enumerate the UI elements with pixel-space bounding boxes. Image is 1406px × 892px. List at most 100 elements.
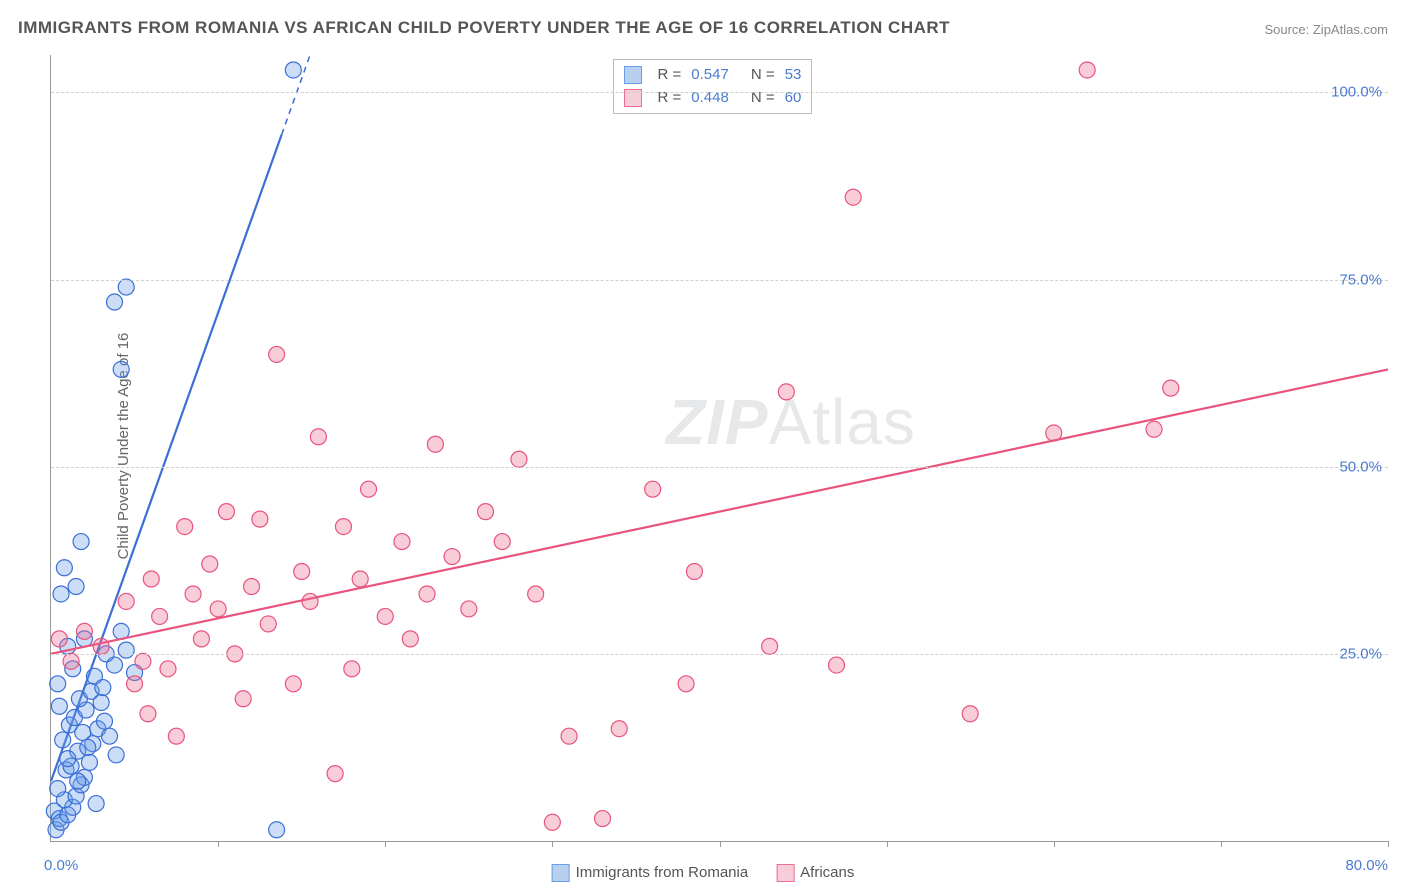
x-tick [552,841,553,847]
scatter-point-africans [143,571,159,587]
scatter-point-romania [73,534,89,550]
scatter-point-africans [828,657,844,673]
scatter-point-africans [218,504,234,520]
scatter-point-africans [76,623,92,639]
scatter-point-africans [294,564,310,580]
scatter-point-africans [260,616,276,632]
scatter-point-africans [310,429,326,445]
x-tick [1388,841,1389,847]
series-legend: Immigrants from RomaniaAfricans [552,864,855,882]
trend-line-africans [51,369,1388,653]
scatter-point-africans [678,676,694,692]
scatter-point-africans [344,661,360,677]
scatter-point-africans [427,436,443,452]
scatter-point-africans [611,721,627,737]
scatter-point-romania [108,747,124,763]
scatter-point-africans [352,571,368,587]
r-value: 0.448 [691,87,729,110]
gridline [51,654,1388,655]
scatter-point-africans [528,586,544,602]
scatter-point-africans [461,601,477,617]
scatter-point-africans [168,728,184,744]
x-tick [385,841,386,847]
scatter-point-africans [135,653,151,669]
scatter-point-romania [51,698,67,714]
n-label: N = [751,87,775,110]
scatter-point-romania [60,751,76,767]
scatter-point-romania [269,822,285,838]
scatter-point-africans [845,189,861,205]
scatter-point-romania [70,773,86,789]
scatter-point-africans [544,814,560,830]
scatter-point-africans [478,504,494,520]
legend-label: Africans [800,864,854,881]
r-value: 0.547 [691,64,729,87]
scatter-point-africans [686,564,702,580]
scatter-point-africans [1163,380,1179,396]
scatter-point-africans [269,346,285,362]
scatter-point-africans [244,578,260,594]
x-tick [1054,841,1055,847]
trend-line-romania [51,135,282,781]
scatter-point-africans [160,661,176,677]
scatter-point-romania [95,680,111,696]
x-tick [720,841,721,847]
scatter-point-africans [193,631,209,647]
scatter-point-africans [377,608,393,624]
legend-swatch [552,864,570,882]
scatter-point-africans [210,601,226,617]
chart-title: IMMIGRANTS FROM ROMANIA VS AFRICAN CHILD… [18,18,950,38]
gridline [51,280,1388,281]
source-label: Source: ZipAtlas.com [1264,22,1388,37]
correlation-row: R = 0.448 N = 60 [624,87,802,110]
r-label: R = [658,64,682,87]
scatter-point-africans [202,556,218,572]
legend-swatch [624,66,642,84]
gridline [51,92,1388,93]
legend-item: Africans [776,864,854,882]
scatter-point-romania [56,560,72,576]
scatter-point-romania [96,713,112,729]
y-tick-label: 25.0% [1339,645,1382,662]
scatter-point-africans [402,631,418,647]
scatter-point-romania [50,676,66,692]
scatter-point-africans [152,608,168,624]
scatter-point-africans [127,676,143,692]
scatter-point-romania [93,695,109,711]
scatter-point-africans [177,519,193,535]
scatter-point-romania [118,642,134,658]
correlation-row: R =0.547N =53 [624,64,802,87]
scatter-point-africans [185,586,201,602]
x-tick [887,841,888,847]
scatter-point-africans [118,593,134,609]
scatter-point-africans [63,653,79,669]
r-label: R = [658,87,682,110]
plot-area: ZIPAtlas R =0.547N =53R =0.448N =60 25.0… [50,55,1388,842]
legend-swatch [776,864,794,882]
scatter-point-africans [645,481,661,497]
scatter-point-africans [335,519,351,535]
scatter-point-romania [50,781,66,797]
scatter-point-africans [561,728,577,744]
scatter-point-africans [419,586,435,602]
scatter-point-africans [1046,425,1062,441]
scatter-point-africans [1146,421,1162,437]
scatter-point-africans [1079,62,1095,78]
x-max-label: 80.0% [1345,857,1388,874]
scatter-point-africans [235,691,251,707]
scatter-point-africans [778,384,794,400]
scatter-point-africans [327,766,343,782]
scatter-point-africans [762,638,778,654]
scatter-point-africans [361,481,377,497]
n-label: N = [751,64,775,87]
scatter-point-africans [252,511,268,527]
y-tick-label: 75.0% [1339,271,1382,288]
scatter-point-africans [494,534,510,550]
scatter-point-africans [595,811,611,827]
scatter-point-romania [118,279,134,295]
scatter-point-africans [444,549,460,565]
scatter-point-romania [68,578,84,594]
scatter-point-romania [88,796,104,812]
n-value: 60 [785,87,802,110]
x-tick [1221,841,1222,847]
